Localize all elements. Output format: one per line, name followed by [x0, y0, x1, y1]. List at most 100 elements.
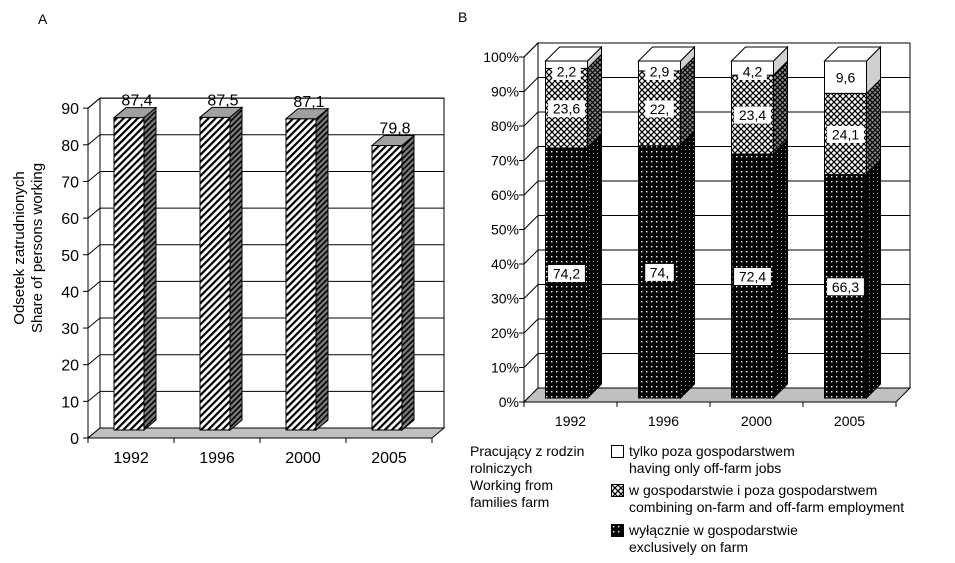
- chart-b-ytick-label: 40%: [491, 256, 519, 272]
- chart-b-value-label: 2,2: [557, 64, 577, 80]
- chart-b-ytick-label: 90%: [491, 84, 519, 100]
- legend-title: Pracujący z rodzin rolniczych Working fr…: [470, 443, 584, 511]
- chart-a-gridline: [87, 317, 444, 329]
- chart-b-value-label: 74,2: [553, 265, 580, 281]
- chart-b-value-label: 72,4: [739, 269, 766, 285]
- chart-a-gridline: [87, 134, 444, 146]
- chart-b-value-label: 22,: [650, 101, 669, 117]
- legend-swatch-cross: [611, 484, 624, 497]
- legend-item-label: tylko poza gospodarstwem: [629, 443, 795, 459]
- chart-b-value-label-bg: [645, 263, 674, 281]
- legend-title-line: families farm: [470, 494, 550, 510]
- chart-a-ytick-label: 60: [61, 211, 79, 228]
- chart-a-ylabel-line1: Odsetek zatrudnionych: [11, 171, 28, 324]
- legend-title-line: Pracujący z rodzin: [470, 443, 585, 459]
- chart-b-category-label: 1992: [555, 413, 586, 429]
- chart-a-ytick-label: 40: [61, 284, 79, 301]
- chart-a-bar-side: [143, 106, 157, 432]
- chart-b-category-label: 2000: [741, 413, 772, 429]
- chart-a-gridline: [87, 207, 444, 219]
- chart-a-value-label: 87,5: [207, 92, 238, 109]
- chart-b-segment-side: [680, 130, 695, 400]
- chart-a-ytick-label: 10: [61, 394, 79, 411]
- chart-b-segment-side: [680, 55, 695, 148]
- chart-a: 0 10 20 30 40 50 60 70 80 90 87,4 1992 87,5 1996 87,1 2…: [61, 92, 446, 467]
- chart-b-ytick-label: 10%: [491, 360, 519, 376]
- chart-a-category-label: 2000: [285, 450, 321, 467]
- chart-b-ytick-label: 100%: [483, 49, 519, 65]
- chart-a-gridline: [87, 244, 444, 256]
- legend-title-line: rolniczych: [470, 460, 533, 476]
- legend-item-label: exclusively on farm: [629, 539, 749, 555]
- chart-a-bar-side: [315, 107, 329, 432]
- chart-a-ytick-label: 20: [61, 358, 79, 375]
- chart-a-gridline: [87, 390, 444, 402]
- chart-b-segment-side: [587, 53, 602, 150]
- chart-a-category-label: 1992: [113, 450, 149, 467]
- legend-swatch-white: [611, 445, 624, 458]
- chart-a-bar-side: [229, 106, 243, 432]
- legend-swatch-dots: [611, 524, 624, 537]
- chart-a-bar-side: [401, 134, 415, 432]
- chart-b-value-label-bg: [738, 63, 767, 80]
- chart-b-value-label: 23,4: [739, 107, 766, 123]
- chart-a-value-label: 87,4: [121, 93, 152, 110]
- chart-a-gridline: [87, 170, 444, 182]
- chart-b-value-label: 74,: [650, 264, 669, 280]
- legend-item-label: combining on-farm and off-farm employmen…: [629, 499, 905, 515]
- legend-item-label: w gospodarstwie i poza gospodarstwem: [629, 482, 878, 498]
- chart-a-bar-top: [112, 107, 158, 119]
- chart-b-value-label-bg: [548, 264, 585, 282]
- chart-a-bar: [113, 117, 145, 431]
- chart-a-bar-top: [198, 106, 244, 118]
- chart-b-ytick-label: 0%: [499, 394, 519, 410]
- chart-a-bar-top: [370, 135, 416, 147]
- chart-a-gridline: [87, 354, 444, 366]
- chart-b-value-label: 4,2: [743, 64, 763, 80]
- chart-b-segment-side: [866, 78, 881, 176]
- chart-b-value-label: 9,6: [836, 70, 856, 86]
- chart-a-gridline: [87, 280, 444, 292]
- chart-b-value-label-bg: [831, 69, 860, 87]
- chart-b-category-label: 2005: [834, 413, 865, 429]
- chart-b-value-label-bg: [827, 125, 864, 143]
- chart-b-value-label: 23,6: [553, 101, 580, 117]
- chart-a-value-label: 87,1: [293, 94, 324, 111]
- chart-b-legend: Pracujący z rodzin rolniczych Working fr…: [470, 440, 955, 558]
- chart-b-value-label-bg: [827, 278, 864, 296]
- chart-b-value-label-bg: [645, 100, 674, 118]
- chart-a-ytick-label: 30: [61, 321, 79, 338]
- chart-b-value-label: 24,1: [832, 126, 859, 142]
- chart-b-bar-top: [730, 46, 789, 62]
- chart-b-segment-side: [773, 138, 788, 400]
- chart-b-bar-top: [637, 46, 696, 62]
- chart-b-ytick-label: 70%: [491, 153, 519, 169]
- chart-a-ytick-label: 50: [61, 248, 79, 265]
- chart-a-ytick-label: 70: [61, 174, 79, 191]
- chart-b-gridline: [523, 42, 910, 58]
- chart-b-segment-side: [587, 132, 602, 400]
- chart-b-ytick-label: 60%: [491, 187, 519, 203]
- chart-b-value-label-bg: [645, 63, 674, 80]
- chart-b-ytick-label: 50%: [491, 222, 519, 238]
- chart-b-bar-top: [544, 46, 603, 62]
- chart-a-side-wall: [87, 97, 101, 440]
- chart-b-ytick-label: 80%: [491, 118, 519, 134]
- chart-a-bar-top: [284, 108, 330, 120]
- chart-b-segment-side: [866, 159, 881, 400]
- chart-a-value-label: 79,8: [379, 121, 410, 138]
- legend-item-label: wyłącznie w gospodarstwie: [629, 522, 798, 538]
- chart-a-category-label: 2005: [371, 450, 407, 467]
- chart-a-bar: [371, 145, 403, 431]
- chart-a-category-label: 1996: [199, 450, 235, 467]
- chart-b-value-label: 2,9: [650, 64, 670, 80]
- chart-a-ylabel-line2: Share of persons working: [29, 163, 46, 333]
- chart-a-ytick-label: 0: [70, 431, 79, 448]
- chart-b: 0% 10% 20% 30% 40% 50% 60% 70% 80% 90% 100% 74,2 23,…: [483, 41, 912, 429]
- chart-b-bar-top: [823, 46, 882, 62]
- legend-title-line: Working from: [470, 477, 553, 493]
- chart-b-ytick-label: 20%: [491, 325, 519, 341]
- chart-b-value-label-bg: [552, 63, 581, 80]
